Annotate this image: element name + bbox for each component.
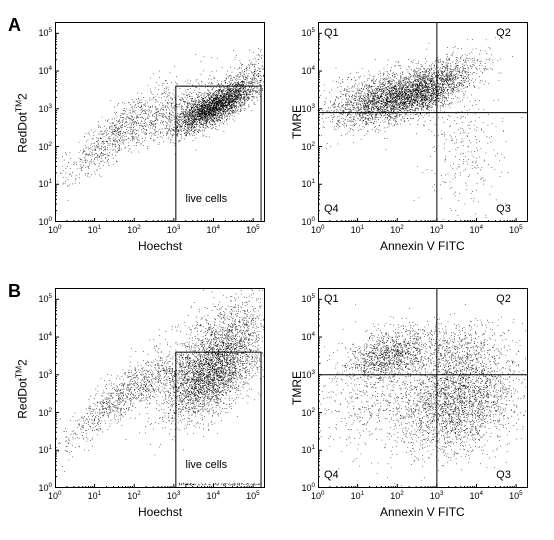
xtick-label: 105 [246,224,260,235]
xtick-label: 104 [469,490,483,501]
ylabel-a-right: TMRE [290,105,304,139]
ylabel-b-left: RedDotTM2 [14,359,30,418]
xtick-label: 103 [167,224,181,235]
plot-b-left: 100101102103104105100101102103104105live… [55,288,265,488]
panel-label-a: A [8,15,21,36]
plot-b-right: 100101102103104105100101102103104105Q1Q2… [318,288,528,488]
xlabel-a-right: Annexin V FITC [380,239,465,253]
xtick-label: 104 [206,224,220,235]
quadrant-label-q4: Q4 [324,203,339,215]
xtick-label: 105 [246,490,260,501]
ytick-label: 104 [38,65,52,76]
ytick-label: 100 [38,482,52,493]
quadrant-label-q2: Q2 [496,27,511,39]
xtick-label: 102 [127,224,141,235]
panel-label-b: B [8,281,21,302]
quadrant-label-q2: Q2 [496,293,511,305]
ytick-label: 104 [301,65,315,76]
ylabel-b-right: TMRE [290,371,304,405]
ytick-label: 102 [301,141,315,152]
xtick-label: 103 [430,224,444,235]
ytick-label: 105 [38,27,52,38]
xtick-label: 104 [469,224,483,235]
quadrant-label-q3: Q3 [496,469,511,481]
plot-a-right: 100101102103104105100101102103104105Q1Q2… [318,22,528,222]
figure-root: A B 100101102103104105100101102103104105… [0,0,554,540]
xtick-label: 101 [88,490,102,501]
gate-label: live cells [186,459,228,471]
gate-label: live cells [186,193,228,205]
ytick-label: 101 [301,444,315,455]
ytick-label: 101 [38,178,52,189]
xtick-label: 101 [351,224,365,235]
ytick-label: 103 [38,369,52,380]
ytick-label: 100 [301,482,315,493]
ytick-label: 104 [301,331,315,342]
ytick-label: 104 [38,331,52,342]
ylabel-a-left: RedDotTM2 [14,93,30,152]
ytick-label: 102 [38,407,52,418]
ytick-label: 101 [301,178,315,189]
plot-svg [55,288,265,488]
quadrant-label-q4: Q4 [324,469,339,481]
xlabel-b-left: Hoechst [138,505,182,519]
ytick-label: 100 [301,216,315,227]
ytick-label: 105 [301,293,315,304]
ytick-label: 100 [38,216,52,227]
quadrant-label-q1: Q1 [324,27,339,39]
plot-svg [318,288,528,488]
xtick-label: 103 [430,490,444,501]
ytick-label: 105 [38,293,52,304]
ytick-label: 102 [38,141,52,152]
ytick-label: 102 [301,407,315,418]
xtick-label: 105 [509,224,523,235]
xtick-label: 103 [167,490,181,501]
plot-svg [318,22,528,222]
ytick-label: 105 [301,27,315,38]
plot-svg [55,22,265,222]
xlabel-b-right: Annexin V FITC [380,505,465,519]
xtick-label: 105 [509,490,523,501]
quadrant-label-q1: Q1 [324,293,339,305]
xtick-label: 101 [351,490,365,501]
xtick-label: 102 [390,224,404,235]
reddot-label: RedDotTM2 [16,93,30,152]
ytick-label: 101 [38,444,52,455]
reddot-label: RedDotTM2 [16,359,30,418]
ytick-label: 103 [38,103,52,114]
xtick-label: 101 [88,224,102,235]
xlabel-a-left: Hoechst [138,239,182,253]
plot-a-left: 100101102103104105100101102103104105live… [55,22,265,222]
quadrant-label-q3: Q3 [496,203,511,215]
xtick-label: 102 [127,490,141,501]
xtick-label: 104 [206,490,220,501]
xtick-label: 102 [390,490,404,501]
